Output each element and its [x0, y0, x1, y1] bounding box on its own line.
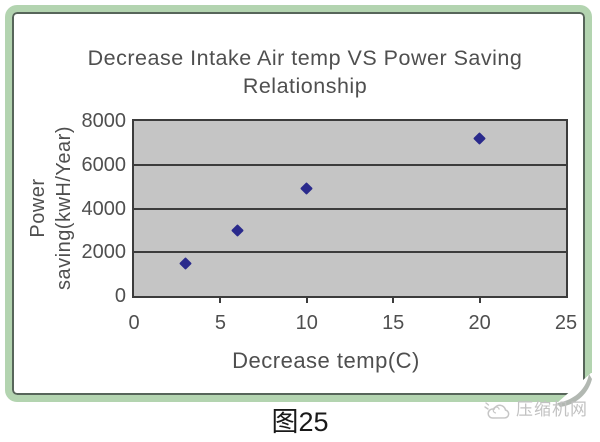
- y-tick-label: 0: [114, 285, 126, 307]
- data-point-marker: [300, 182, 314, 196]
- cloud-logo-icon: [484, 402, 510, 419]
- x-tick-labels: 0 5 10 15 20 25: [128, 312, 577, 336]
- y-tick-label: 4000: [81, 197, 127, 220]
- data-point-marker: [179, 256, 193, 270]
- x-tick-mark: [392, 298, 395, 303]
- gridline: [134, 207, 566, 210]
- x-tick-label: 10: [295, 312, 318, 334]
- x-tick-label: 15: [382, 312, 405, 334]
- watermark-text: 压缩机网: [516, 400, 588, 419]
- page-curl-decoration: [557, 373, 600, 415]
- chart-title: Decrease Intake Air temp VS Power Saving…: [60, 44, 550, 100]
- y-tick-label: 8000: [81, 110, 127, 132]
- gridline: [134, 251, 566, 254]
- y-tick-label: 2000: [81, 241, 127, 264]
- y-axis-title-line1: Power: [27, 178, 49, 238]
- x-tick-mark: [305, 298, 308, 303]
- page-curl-shadow: [557, 374, 592, 407]
- x-axis-title: Decrease temp(C): [232, 348, 420, 373]
- chart-title-line2: Relationship: [242, 74, 368, 98]
- figure-caption: 图25: [271, 407, 329, 437]
- y-tick-label: 6000: [81, 153, 127, 176]
- data-point-marker: [473, 132, 486, 145]
- gridline: [134, 163, 566, 166]
- x-tick-label: 25: [554, 312, 578, 334]
- x-tick-label: 20: [468, 312, 491, 334]
- x-tick-label: 5: [214, 312, 226, 334]
- x-tick-mark: [478, 298, 481, 303]
- watermark: 压缩机网: [483, 398, 599, 422]
- chart-title-line1: Decrease Intake Air temp VS Power Saving: [87, 46, 523, 70]
- plot-area: [132, 119, 568, 298]
- y-tick-labels: 0 2000 4000 6000 8000: [60, 110, 127, 307]
- x-tick-marks: [134, 298, 566, 304]
- x-tick-label: 0: [128, 312, 140, 334]
- data-point-marker: [231, 224, 245, 237]
- x-tick-mark: [219, 298, 222, 303]
